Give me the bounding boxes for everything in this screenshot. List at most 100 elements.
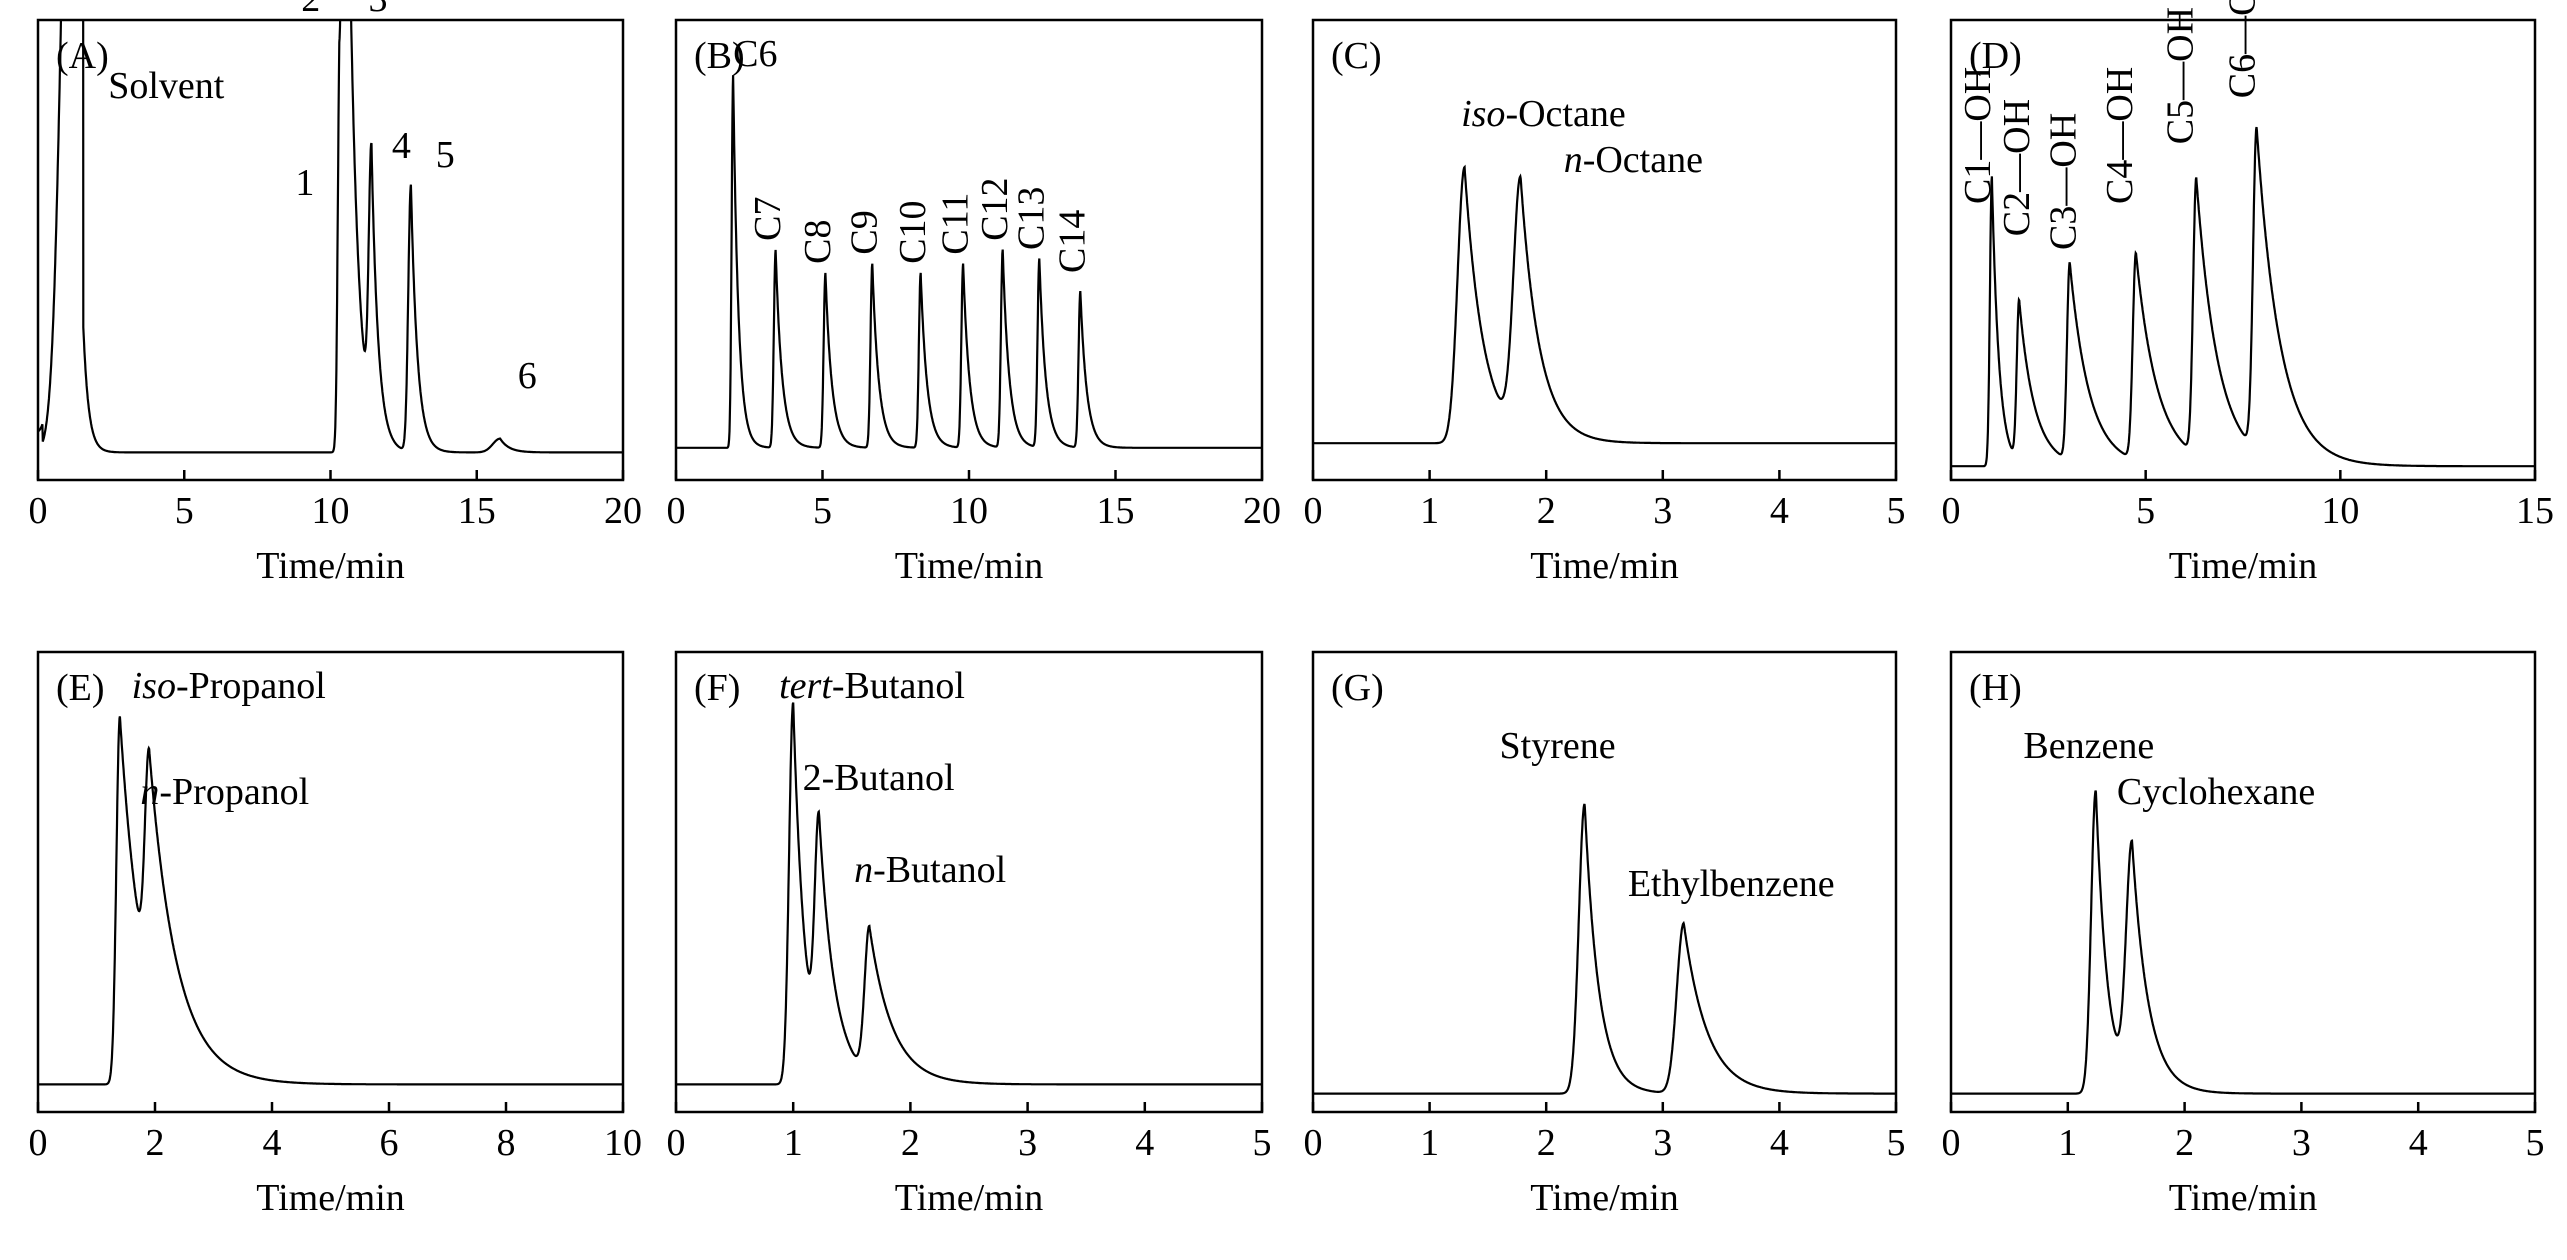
panel-label: (F) [694,667,740,709]
peak-label: C9 [844,210,886,254]
chromatogram-trace [676,75,1262,449]
x-tick-label: 3 [1018,1122,1037,1164]
x-axis-label: Time/min [256,1177,405,1219]
chromatogram-trace [1951,126,2535,468]
peak-label: C7 [747,196,789,240]
peak-label: C4—OH [2099,67,2141,204]
peak-label: C12 [974,177,1016,240]
chromatogram-trace [38,20,623,454]
x-tick-label: 10 [312,490,350,532]
plot-frame [1949,18,2537,482]
x-tick-label: 4 [1135,1122,1154,1164]
peak-label: Cyclohexane [2117,771,2315,813]
peak-label: C6 [733,33,777,75]
peak-label: iso-Octane [1461,93,1626,135]
x-tick-label: 5 [1887,1122,1906,1164]
x-tick-label: 20 [604,490,642,532]
peak-label: 5 [436,134,455,176]
x-tick-label: 4 [1770,1122,1789,1164]
plot-frame [1311,18,1898,482]
x-tick-label: 8 [497,1122,516,1164]
peak-label: C13 [1011,187,1053,250]
x-tick-label: 5 [2136,490,2155,532]
x-tick-label: 2 [146,1122,165,1164]
x-tick-label: 20 [1243,490,1281,532]
peak-label: 2-Butanol [803,757,955,799]
x-tick-label: 1 [1420,1122,1439,1164]
chart-panel: 0 1 2 3 4 5 Time/min (G) Styrene Ethylbenzene [1304,650,1906,1219]
peak-label: C14 [1052,210,1094,273]
x-axis-label: Time/min [1530,545,1679,587]
x-tick-label: 3 [2292,1122,2311,1164]
peak-label: 3 [369,0,388,20]
x-tick-label: 0 [1304,490,1323,532]
x-tick-label: 2 [1537,490,1556,532]
x-tick-label: 4 [2409,1122,2428,1164]
chromatogram-trace [1313,803,1896,1095]
x-tick-label: 15 [1097,490,1135,532]
peak-label: 4 [392,125,411,167]
x-tick-label: 15 [458,490,496,532]
x-tick-label: 5 [2526,1122,2545,1164]
peak-label: n-Octane [1564,139,1703,181]
x-tick-label: 5 [813,490,832,532]
panel-label: (D) [1969,35,2022,77]
plot-frame [674,650,1264,1114]
x-tick-label: 1 [784,1122,803,1164]
x-tick-label: 0 [29,490,48,532]
x-tick-label: 0 [29,1122,48,1164]
x-axis-label: Time/min [1530,1177,1679,1219]
peak-label: C1—OH [1957,67,1999,204]
plot-frame [1311,650,1898,1114]
peak-label: C10 [892,200,934,263]
peak-label: tert-Butanol [779,665,965,707]
x-tick-label: 5 [1887,490,1906,532]
peak-label: C2—OH [1996,99,2038,236]
peak-label: 1 [295,162,314,204]
peak-label: Ethylbenzene [1628,863,1835,905]
peak-label: C8 [797,219,839,263]
peak-label: Benzene [2023,725,2154,767]
x-tick-label: 4 [1770,490,1789,532]
x-axis-label: Time/min [895,545,1044,587]
x-tick-label: 10 [950,490,988,532]
chart-panel: 0 2 4 6 8 10 Time/min (E) iso-Propanol n-Propanol [29,650,642,1219]
peak-label: 6 [518,355,537,397]
plot-frame [1949,650,2537,1114]
peak-label: C3—OH [2043,113,2085,250]
x-tick-label: 0 [667,1122,686,1164]
peak-label: C5—OH [2159,7,2201,144]
x-tick-label: 0 [1304,1122,1323,1164]
x-axis-label: Time/min [895,1177,1044,1219]
x-tick-label: 10 [604,1122,642,1164]
x-tick-label: 2 [901,1122,920,1164]
x-tick-label: 0 [667,490,686,532]
panel-label: (E) [56,667,105,709]
x-axis-label: Time/min [2169,545,2318,587]
peak-label: n-Propanol [140,771,309,813]
x-axis-label: Time/min [2169,1177,2318,1219]
x-tick-label: 3 [1653,1122,1672,1164]
peak-label: n-Butanol [854,849,1006,891]
peak-label: Styrene [1500,725,1616,767]
x-tick-label: 6 [380,1122,399,1164]
x-tick-label: 3 [1653,490,1672,532]
x-tick-label: 0 [1942,490,1961,532]
x-tick-label: 0 [1942,1122,1961,1164]
chromatogram-trace [1313,164,1896,445]
x-tick-label: 2 [2175,1122,2194,1164]
x-axis-label: Time/min [256,545,405,587]
x-tick-label: 15 [2516,490,2554,532]
panel-label: (G) [1331,667,1384,709]
chart-panel: 0 1 2 3 4 5 Time/min (F) tert-Butanol 2-Butanol n-… [667,650,1272,1219]
chromatogram-trace [38,716,623,1086]
x-tick-label: 1 [2058,1122,2077,1164]
x-tick-label: 5 [175,490,194,532]
peak-label: C11 [935,193,977,255]
chromatogram-trace [676,702,1262,1086]
